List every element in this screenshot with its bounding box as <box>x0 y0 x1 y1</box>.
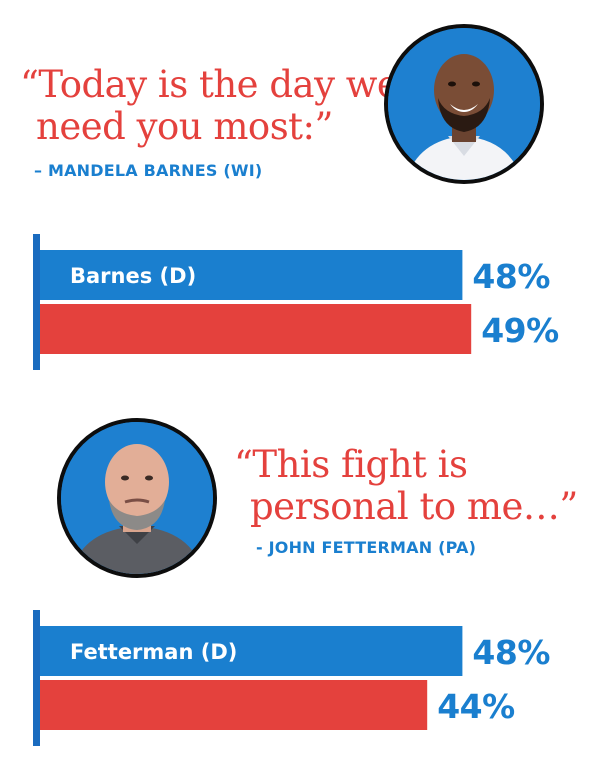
barnes-quote-line-2: need you most:” <box>36 105 333 148</box>
fetterman-chart-axis <box>33 610 40 746</box>
barnes-chart: Barnes (D) 48% 49% <box>33 234 560 370</box>
fetterman-value-label-blue: 48% <box>472 633 550 672</box>
fetterman-bar-blue <box>40 626 463 676</box>
fetterman-quote: “This fight is personal to me…” <box>234 444 578 528</box>
barnes-attribution: – MANDELA BARNES (WI) <box>34 161 263 180</box>
fetterman-portrait <box>57 418 217 578</box>
barnes-chart-axis <box>33 234 40 370</box>
barnes-portrait <box>384 24 544 184</box>
barnes-value-label-blue: 48% <box>472 257 550 296</box>
fetterman-attribution: - JOHN FETTERMAN (PA) <box>256 538 477 557</box>
barnes-bar-blue <box>40 250 463 300</box>
barnes-quote: “Today is the day we need you most:” <box>20 63 399 148</box>
fetterman-quote-line-2: personal to me…” <box>250 485 578 528</box>
fetterman-chart: Fetterman (D) 48% 44% <box>33 610 551 746</box>
barnes-bar-red <box>40 304 472 354</box>
person-portrait-icon <box>388 28 540 180</box>
fetterman-quote-line-1: “This fight is <box>234 443 468 486</box>
barnes-value-label-red: 49% <box>481 311 559 350</box>
fetterman-bar-red <box>40 680 428 730</box>
fetterman-category-label: Fetterman (D) <box>70 640 237 664</box>
barnes-category-label: Barnes (D) <box>70 264 196 288</box>
fetterman-value-label-red: 44% <box>437 687 515 726</box>
barnes-quote-line-1: “Today is the day we <box>20 63 399 106</box>
person-portrait-icon <box>61 422 213 574</box>
